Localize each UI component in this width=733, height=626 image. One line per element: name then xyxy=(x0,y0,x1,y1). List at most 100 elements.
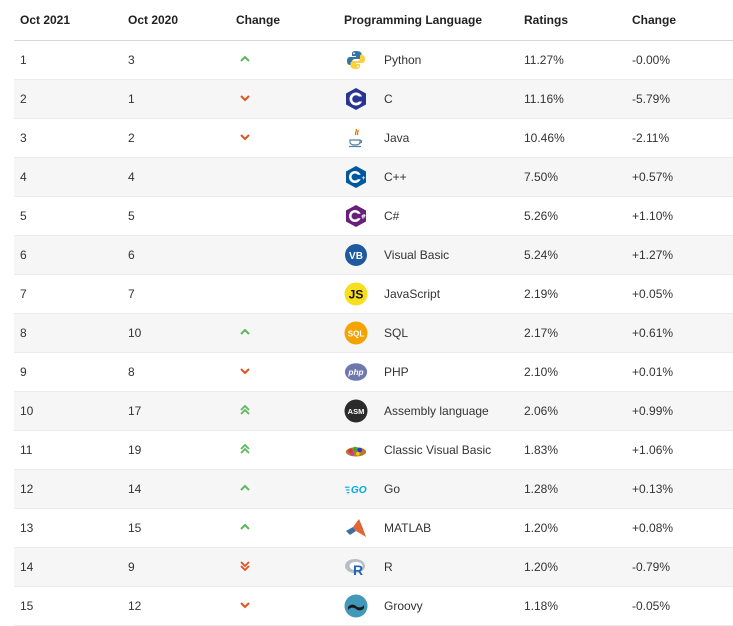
language-name[interactable]: C# xyxy=(384,209,400,223)
rating-value: 1.20% xyxy=(524,521,559,535)
c-icon xyxy=(344,87,368,111)
rating-change: +1.06% xyxy=(632,443,674,457)
header-ratings[interactable]: Ratings xyxy=(524,13,569,27)
rank-current: 8 xyxy=(20,326,27,340)
language-name[interactable]: Groovy xyxy=(384,599,423,613)
table-row: 15 12 Groovy 1.18% -0.05% xyxy=(14,587,733,626)
language-name[interactable]: JavaScript xyxy=(384,287,441,301)
svg-text:SQL: SQL xyxy=(348,330,365,339)
rank-current: 12 xyxy=(20,482,34,496)
rating-value: 1.28% xyxy=(524,482,559,496)
csharp-icon: # xyxy=(344,204,368,228)
language-cell: Groovy xyxy=(338,594,518,618)
rating-change: +0.99% xyxy=(632,404,674,418)
rating-value: 11.27% xyxy=(524,53,564,67)
java-icon xyxy=(344,126,368,150)
rating-change: -0.00% xyxy=(632,53,671,67)
rank-previous: 2 xyxy=(128,131,135,145)
svg-text:JS: JS xyxy=(349,288,364,302)
language-name[interactable]: Java xyxy=(384,131,410,145)
rank-previous: 10 xyxy=(128,326,142,340)
rating-change: +0.08% xyxy=(632,521,674,535)
language-cell: ++ C++ xyxy=(338,165,518,189)
cpp-icon: ++ xyxy=(344,165,368,189)
rank-previous: 19 xyxy=(128,443,142,457)
double-down-arrow-icon xyxy=(230,559,338,576)
svg-text:++: ++ xyxy=(361,176,368,182)
sql-icon: SQL xyxy=(344,321,368,345)
rank-previous: 9 xyxy=(128,560,135,574)
language-name[interactable]: PHP xyxy=(384,365,409,379)
rating-change: +0.01% xyxy=(632,365,674,379)
language-name[interactable]: C xyxy=(384,92,393,106)
rank-current: 3 xyxy=(20,131,27,145)
language-cell: JS JavaScript xyxy=(338,282,518,306)
rank-previous: 15 xyxy=(128,521,142,535)
language-name[interactable]: SQL xyxy=(384,326,409,340)
rank-previous: 5 xyxy=(128,209,135,223)
language-name[interactable]: Assembly language xyxy=(384,404,489,418)
language-cell: ASM Assembly language xyxy=(338,399,518,423)
language-name[interactable]: MATLAB xyxy=(384,521,432,535)
table-row: 3 2 Java 10.46% -2.11% xyxy=(14,119,733,158)
php-icon: php xyxy=(344,360,368,384)
double-up-arrow-icon xyxy=(230,442,338,459)
rating-value: 2.19% xyxy=(524,287,559,301)
header-change-percent[interactable]: Change xyxy=(632,13,677,27)
rating-value: 10.46% xyxy=(524,131,565,145)
header-language[interactable]: Programming Language xyxy=(344,13,483,27)
rating-value: 5.26% xyxy=(524,209,559,223)
svg-text:R: R xyxy=(353,562,363,577)
svg-text:#: # xyxy=(361,214,366,221)
rating-change: -0.05% xyxy=(632,599,671,613)
header-oct-2020[interactable]: Oct 2020 xyxy=(128,13,179,27)
language-name[interactable]: R xyxy=(384,560,393,574)
rating-value: 1.18% xyxy=(524,599,559,613)
table-row: 12 14 GO Go 1.28% +0.13% xyxy=(14,470,733,509)
rank-previous: 6 xyxy=(128,248,135,262)
rank-previous: 7 xyxy=(128,287,135,301)
rank-current: 13 xyxy=(20,521,34,535)
rating-value: 7.50% xyxy=(524,170,559,184)
rating-change: -2.11% xyxy=(632,131,670,145)
rating-value: 1.20% xyxy=(524,560,559,574)
svg-text:VB: VB xyxy=(349,251,363,262)
rank-current: 6 xyxy=(20,248,27,262)
language-cell: VB Visual Basic xyxy=(338,243,518,267)
rank-previous: 3 xyxy=(128,53,135,67)
up-arrow-icon xyxy=(230,325,338,342)
double-up-arrow-icon xyxy=(230,403,338,420)
table-row: 9 8 php PHP 2.10% +0.01% xyxy=(14,353,733,392)
rank-previous: 4 xyxy=(128,170,135,184)
header-oct-2021[interactable]: Oct 2021 xyxy=(20,13,71,27)
language-cell: Java xyxy=(338,126,518,150)
language-cell: php PHP xyxy=(338,360,518,384)
language-name[interactable]: Visual Basic xyxy=(384,248,450,262)
language-cell: Classic Visual Basic xyxy=(338,438,518,462)
table-row: 11 19 Classic Visual Basic 1.83% +1.06% xyxy=(14,431,733,470)
svg-text:ASM: ASM xyxy=(348,407,365,416)
r-icon: R xyxy=(344,555,368,579)
rank-current: 10 xyxy=(20,404,34,418)
matlab-icon xyxy=(344,516,368,540)
language-name[interactable]: Go xyxy=(384,482,401,496)
rank-current: 15 xyxy=(20,599,34,613)
table-row: 2 1 C 11.16% -5.79% xyxy=(14,80,733,119)
language-name[interactable]: Classic Visual Basic xyxy=(384,443,492,457)
svg-text:GO: GO xyxy=(351,485,367,496)
rank-current: 14 xyxy=(20,560,34,574)
rating-change: +0.05% xyxy=(632,287,674,301)
down-arrow-icon xyxy=(230,91,338,108)
rank-current: 2 xyxy=(20,92,27,106)
language-name[interactable]: Python xyxy=(384,53,422,67)
rank-current: 1 xyxy=(20,53,27,67)
header-change[interactable]: Change xyxy=(236,13,281,27)
language-name[interactable]: C++ xyxy=(384,170,407,184)
table-header: Oct 2021 Oct 2020 Change Programming Lan… xyxy=(14,0,733,41)
go-icon: GO xyxy=(344,477,368,501)
up-arrow-icon xyxy=(230,481,338,498)
classic-vb-icon xyxy=(344,438,368,462)
rank-previous: 1 xyxy=(128,92,135,106)
table-body: 1 3 Python 11.27% -0.00% 2 1 C 11.16% -5.79% 3 2 Jav… xyxy=(14,41,733,626)
